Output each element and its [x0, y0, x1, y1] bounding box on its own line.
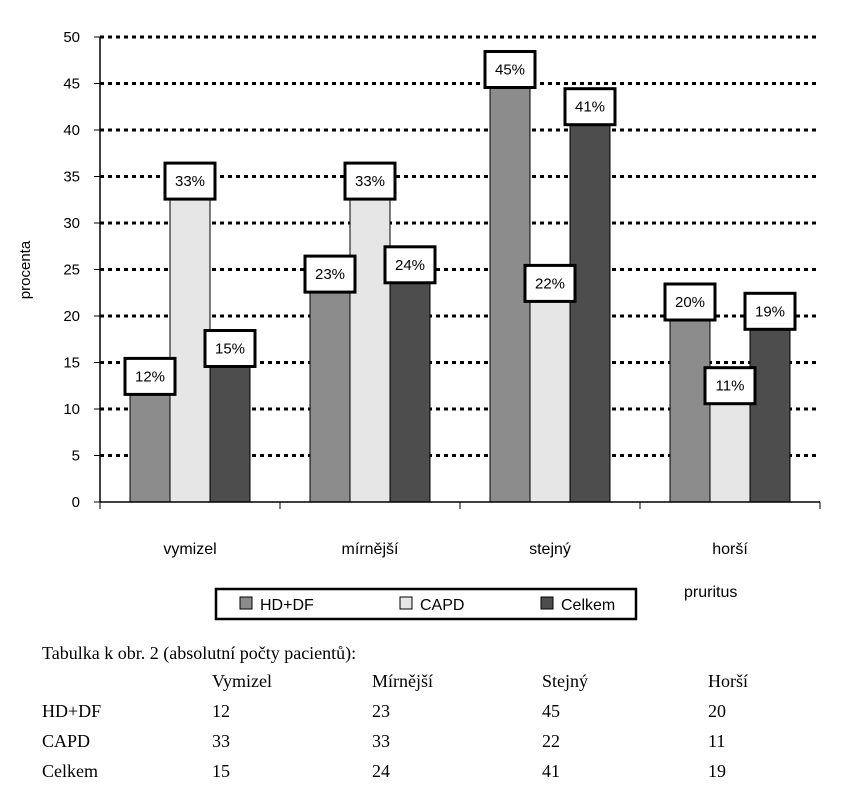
legend: HD+DF CAPD Celkem	[214, 587, 638, 621]
x-axis-label: pruritus	[684, 584, 737, 601]
y-tick-label: 5	[72, 448, 80, 465]
y-tick-label: 45	[63, 76, 80, 93]
data-label-box	[163, 161, 217, 201]
table-cell: 12	[212, 701, 230, 721]
legend-label: HD+DF	[260, 597, 314, 614]
table-cell: 24	[372, 761, 390, 781]
table-header-cell: Stejný	[542, 671, 589, 691]
legend-box	[214, 587, 638, 621]
data-label-box	[303, 254, 357, 294]
data-label: 24%	[395, 257, 425, 274]
table-row-label: HD+DF	[42, 701, 102, 721]
data-label: 23%	[315, 266, 345, 283]
y-tick-label: 0	[72, 494, 80, 511]
y-tick-label: 40	[63, 122, 80, 139]
y-tick-label: 10	[63, 401, 80, 418]
y-tick-label: 15	[63, 355, 80, 372]
bar-capd	[709, 399, 751, 503]
data-label: 22%	[535, 275, 565, 292]
y-tick-label: 35	[63, 169, 80, 186]
table-cell: 22	[542, 731, 560, 751]
table-caption: Tabulka k obr. 2 (absolutní počty pacien…	[42, 643, 357, 663]
table-cell: 20	[708, 701, 726, 721]
bar-capd	[349, 194, 391, 503]
table-cell: 45	[542, 701, 560, 721]
data-label-box	[563, 87, 617, 127]
bar-celkem	[749, 324, 791, 503]
bar-hd-df	[309, 287, 351, 503]
table-row: HD+DF 12 23 45 20	[42, 696, 822, 726]
legend-swatch	[399, 596, 413, 610]
bar-hd-df	[669, 315, 711, 503]
y-tick-label: 20	[63, 308, 80, 325]
table-row: Celkem 15 24 41 19	[42, 756, 822, 786]
data-label-box	[203, 329, 257, 368]
data-label-box	[383, 245, 437, 285]
bar-capd	[529, 296, 571, 503]
data-label: 33%	[175, 173, 205, 190]
table-header-cell: Mírnější	[372, 671, 433, 691]
table-row-label: Celkem	[42, 761, 98, 781]
y-tick-label: 50	[63, 29, 80, 46]
data-label-box	[343, 161, 397, 201]
table-header-cell: Vymizel	[212, 671, 272, 691]
legend-swatch	[239, 596, 253, 610]
bar-celkem	[209, 362, 251, 503]
table-cell: 15	[212, 761, 230, 781]
bar-hd-df	[129, 389, 171, 503]
data-label: 20%	[675, 294, 705, 311]
axes	[99, 37, 821, 509]
table-cell: 33	[372, 731, 390, 751]
data-table: Tabulka k obr. 2 (absolutní počty pacien…	[42, 640, 822, 786]
data-label-box	[703, 366, 757, 406]
table-cell: 41	[542, 761, 560, 781]
x-tick-label: horší	[712, 541, 748, 558]
table-cell: 19	[708, 761, 726, 781]
bars	[129, 83, 791, 503]
data-label: 12%	[135, 368, 165, 385]
y-axis-label: procenta	[17, 240, 34, 299]
y-tick-label: 30	[63, 215, 80, 232]
data-label: 15%	[215, 341, 245, 358]
legend-label: Celkem	[561, 597, 615, 614]
x-axis-categories: vymizel mírnější stejný horší	[163, 541, 748, 558]
bar-celkem	[569, 120, 611, 503]
legend-swatch	[540, 596, 554, 610]
data-label-box	[663, 282, 717, 322]
table-cell: 33	[212, 731, 230, 751]
data-label: 11%	[716, 378, 745, 395]
data-label-box	[743, 291, 797, 331]
x-tick-label: mírnější	[342, 541, 399, 558]
y-axis-ticks: 0 5 10 15 20 25 30 35 40 45 50	[63, 29, 100, 511]
legend-label: CAPD	[420, 597, 464, 614]
data-label: 33%	[355, 173, 385, 190]
data-label-box	[483, 50, 537, 89]
table-cell: 11	[708, 731, 726, 751]
table-header-cell: Horší	[708, 671, 748, 691]
data-label-box	[123, 356, 177, 396]
table-header-row: Vymizel Mírnější Stejný Horší	[42, 666, 822, 696]
x-tick-label: vymizel	[163, 541, 216, 558]
x-tick-label: stejný	[529, 541, 571, 558]
table-cell: 23	[372, 701, 390, 721]
bar-celkem	[389, 278, 431, 503]
y-tick-label: 25	[63, 262, 80, 279]
table-row-label: CAPD	[42, 731, 91, 751]
data-label: 19%	[755, 303, 785, 320]
data-labels: 12% 33% 15% 23% 33% 24% 45% 22% 41% 20% 11% 19%	[123, 50, 797, 406]
data-label: 45%	[495, 62, 525, 79]
data-label: 41%	[575, 99, 605, 116]
bar-chart: 0 5 10 15 20 25 30 35 40 45 50 12% 33% 15% 23% 33% 24% 4…	[17, 29, 821, 621]
data-label-box	[523, 263, 577, 303]
table-row: CAPD 33 33 22 11	[42, 726, 822, 756]
